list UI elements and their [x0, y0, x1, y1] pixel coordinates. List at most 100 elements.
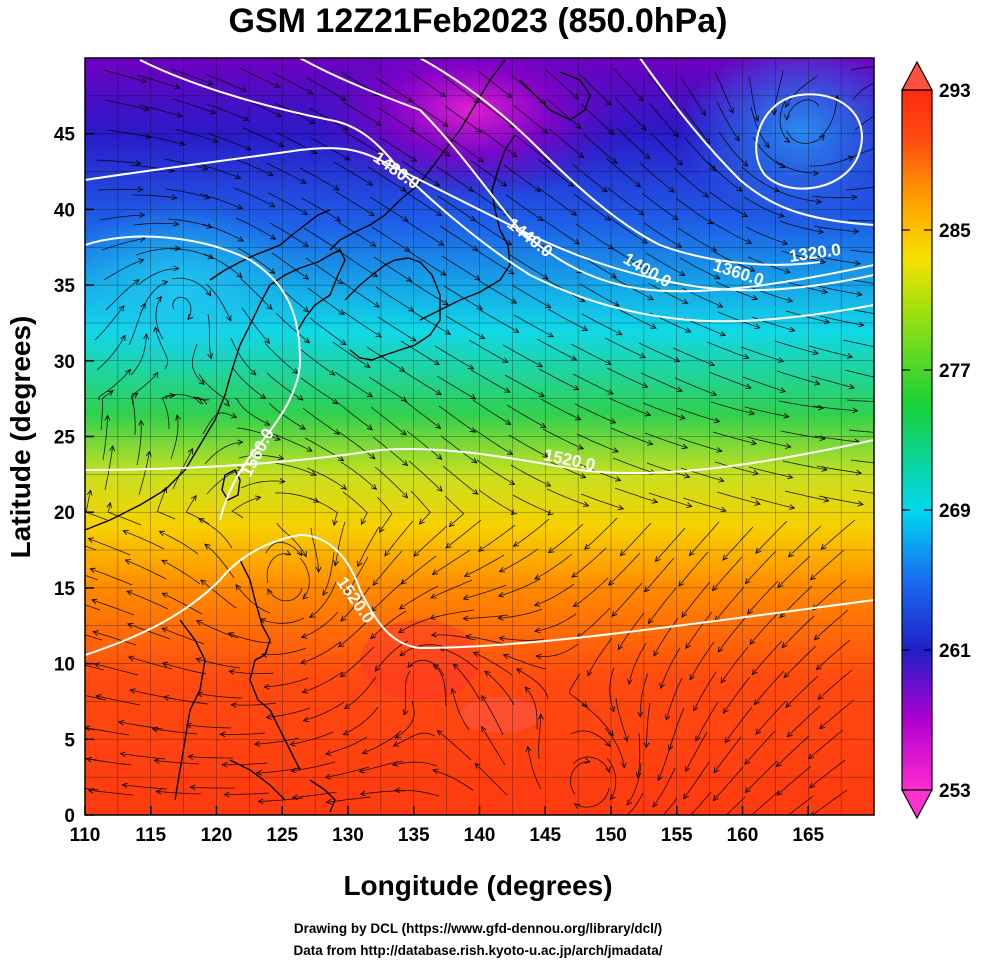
streamline-arrowhead: [289, 740, 296, 747]
streamline-arrowhead: [161, 592, 168, 598]
streamline-arrowhead: [741, 211, 749, 218]
streamline: [647, 282, 688, 304]
streamline: [672, 347, 715, 366]
streamline-arrowhead: [719, 331, 727, 337]
streamline-arrowhead: [887, 400, 892, 405]
streamline: [777, 190, 822, 203]
streamline: [85, 727, 96, 731]
streamline-arrowhead: [175, 414, 181, 421]
streamline: [584, 517, 618, 550]
streamline: [468, 339, 508, 363]
streamline: [614, 487, 658, 503]
streamline: [850, 459, 874, 464]
streamline-arrowhead: [620, 762, 627, 769]
streamline-arrowhead: [893, 314, 898, 319]
streamline-arrowhead: [779, 611, 786, 619]
streamline: [478, 489, 515, 515]
streamline: [808, 729, 844, 760]
streamline: [514, 134, 551, 163]
streamline: [367, 166, 407, 192]
streamline-arrowhead: [476, 304, 484, 310]
y-tick-label: 10: [54, 655, 75, 676]
streamline-arrowhead: [784, 137, 791, 143]
streamline: [851, 279, 874, 284]
streamline: [335, 191, 375, 216]
x-axis-label: Longitude (degrees): [343, 870, 612, 901]
streamline-arrowhead: [684, 765, 691, 772]
streamline-arrowhead: [707, 218, 714, 225]
streamline: [850, 66, 874, 71]
streamline-arrowhead: [653, 650, 659, 657]
streamline-arrowhead: [198, 379, 205, 385]
streamline: [339, 251, 378, 278]
streamline: [751, 640, 783, 675]
streamline: [378, 136, 417, 162]
streamline-arrowhead: [236, 204, 244, 210]
streamline-arrowhead: [463, 571, 471, 577]
streamline-arrowhead: [788, 504, 796, 510]
streamline-arrowhead: [329, 369, 336, 376]
streamline-arrowhead: [403, 709, 409, 716]
streamline: [408, 70, 446, 98]
streamline: [645, 702, 651, 748]
streamline: [334, 521, 346, 566]
streamline-arrowhead: [720, 677, 727, 684]
streamline-arrowhead: [392, 741, 400, 747]
streamline-arrowhead: [429, 614, 436, 620]
streamline: [745, 550, 777, 584]
streamline: [237, 247, 276, 274]
streamline: [725, 796, 746, 815]
streamline: [690, 791, 712, 815]
streamline-arrowhead: [626, 799, 633, 806]
streamline-arrowhead: [361, 748, 369, 755]
streamline-arrowhead: [882, 346, 887, 351]
streamline-arrowhead: [789, 326, 796, 333]
streamline-arrowhead: [207, 353, 213, 360]
streamline-arrowhead: [364, 362, 371, 368]
streamline: [131, 392, 138, 436]
streamline-arrowhead: [104, 414, 111, 421]
streamline: [809, 759, 846, 789]
streamline: [844, 369, 874, 378]
streamline: [714, 586, 745, 622]
streamline-arrowhead: [342, 729, 349, 736]
streamline-arrowhead: [685, 642, 691, 650]
streamline: [136, 74, 180, 89]
streamline-arrowhead: [679, 414, 686, 420]
streamline-arrowhead: [465, 633, 472, 640]
streamline: [394, 789, 440, 797]
streamline: [264, 342, 299, 374]
streamline: [360, 790, 406, 795]
streamline-arrowhead: [205, 290, 212, 297]
streamline: [345, 556, 369, 596]
streamline: [270, 432, 313, 452]
streamline: [162, 662, 207, 675]
streamline-arrowhead: [264, 420, 271, 426]
streamline-arrowhead: [302, 716, 310, 723]
streamline-arrowhead: [547, 547, 555, 554]
streamline: [814, 435, 860, 443]
streamline: [673, 167, 709, 198]
streamline: [534, 583, 575, 606]
streamline: [811, 195, 857, 199]
streamline: [846, 399, 874, 402]
streamline-arrowhead: [654, 555, 661, 563]
streamline: [174, 128, 219, 143]
streamline: [200, 579, 237, 609]
streamline-arrowhead: [399, 650, 406, 657]
streamline: [269, 222, 309, 247]
streamline: [436, 730, 472, 761]
streamline-arrowhead: [640, 124, 647, 131]
streamline: [102, 415, 108, 461]
x-tick-label: 165: [792, 825, 824, 846]
streamline-arrowhead: [418, 518, 425, 525]
streamline: [343, 311, 382, 338]
streamline-arrowhead: [391, 761, 399, 767]
streamline-arrowhead: [702, 191, 709, 198]
streamline-arrowhead: [129, 688, 136, 694]
streamline: [154, 327, 169, 370]
streamline-arrowhead: [892, 493, 897, 498]
streamline: [646, 462, 690, 478]
streamline: [220, 732, 266, 735]
y-axis: 0 5 10 15 20 25 30 35 40 45: [54, 125, 94, 827]
